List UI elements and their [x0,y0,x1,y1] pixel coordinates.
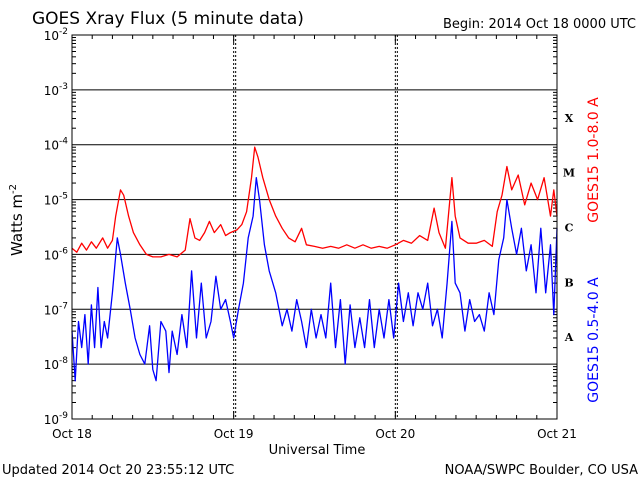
y-tick-exp: -4 [59,137,68,147]
series-line-long [71,146,558,258]
source-credit: NOAA/SWPC Boulder, CO USA [445,463,638,478]
x-axis-label: Universal Time [269,443,366,458]
y-axis-label-exp: -2 [8,184,19,194]
flare-class-label: X [565,112,574,125]
series-line-short [71,177,558,382]
y-tick-exp: -5 [59,192,68,202]
series-label-short: GOES15 0.5-4.0 A [586,277,602,403]
y-tick-base: 10 [44,248,59,262]
y-tick-label: 10-9 [44,411,69,427]
x-tick-label: Oct 19 [214,427,254,441]
y-tick-base: 10 [44,413,59,427]
y-tick-base: 10 [44,84,59,98]
y-axis-label: Watts m-2 [8,184,26,256]
flare-class-label: M [563,167,575,180]
y-tick-exp: -9 [59,411,68,421]
y-axis-label-main: Watts m [8,194,26,256]
y-tick-exp: -6 [59,246,68,256]
y-tick-label: 10-2 [44,27,68,43]
y-tick-exp: -3 [59,82,68,92]
series-label-long: GOES15 1.0-8.0 A [586,97,602,223]
y-tick-label: 10-8 [44,356,69,372]
y-tick-base: 10 [44,139,59,153]
x-tick-label: Oct 18 [52,427,92,441]
plot-frame [71,34,558,420]
y-tick-base: 10 [44,29,59,43]
y-tick-label: 10-5 [44,192,68,208]
x-tick-label: Oct 20 [375,427,415,441]
y-tick-exp: -2 [59,27,68,37]
flare-class-label: C [565,221,574,234]
x-tick-label: Oct 21 [537,427,577,441]
y-tick-label: 10-3 [44,82,68,98]
y-tick-label: 10-7 [44,301,68,317]
flare-class-label: A [564,331,574,344]
y-tick-label: 10-4 [44,137,69,153]
y-tick-exp: -7 [59,301,68,311]
chart-title: GOES Xray Flux (5 minute data) [32,9,304,29]
begin-label: Begin: 2014 Oct 18 0000 UTC [443,17,636,32]
y-tick-base: 10 [44,358,59,372]
y-tick-base: 10 [44,194,59,208]
y-tick-label: 10-6 [44,246,69,262]
y-tick-base: 10 [44,303,59,317]
updated-timestamp: Updated 2014 Oct 20 23:55:12 UTC [2,463,234,478]
flare-class-label: B [564,276,573,289]
y-tick-exp: -8 [59,356,68,366]
